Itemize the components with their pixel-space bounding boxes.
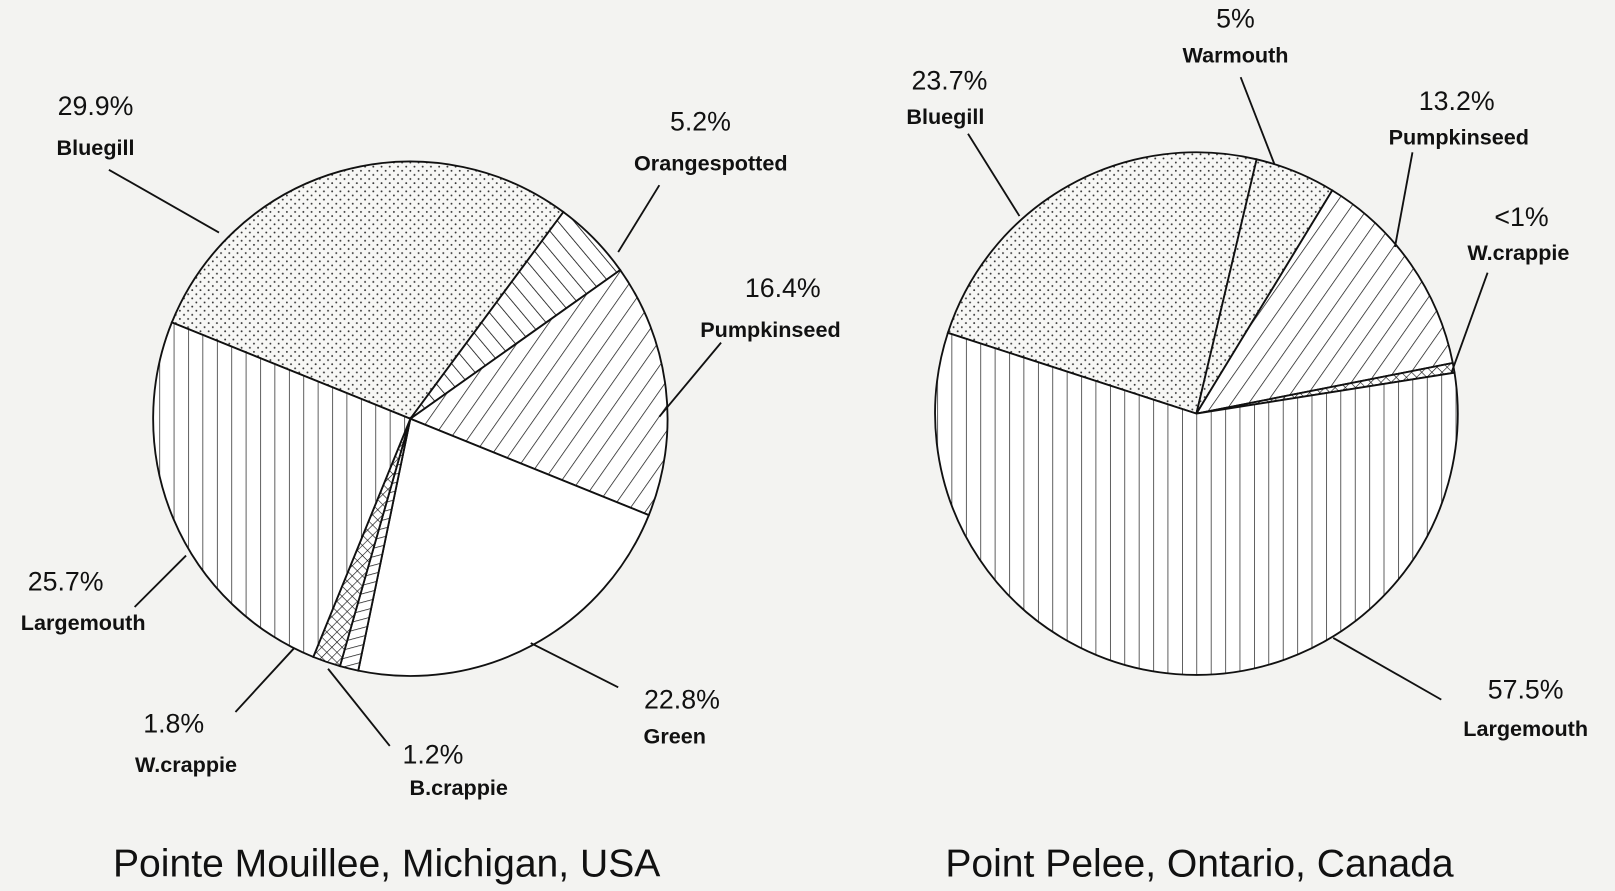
category-label: Bluegill bbox=[57, 135, 135, 160]
leader-line bbox=[530, 642, 619, 689]
value-label: 1.8% bbox=[143, 708, 204, 738]
category-label: W.crappie bbox=[1467, 240, 1569, 265]
leader-line bbox=[658, 342, 722, 418]
category-label: Largemouth bbox=[21, 610, 146, 635]
category-label: B.crappie bbox=[410, 775, 508, 800]
leader-line bbox=[133, 554, 187, 608]
pie-slice bbox=[357, 417, 651, 677]
value-label: 5.2% bbox=[670, 107, 731, 137]
value-label: <1% bbox=[1494, 202, 1548, 232]
value-label: 57.5% bbox=[1488, 674, 1564, 704]
value-label: 16.4% bbox=[745, 273, 821, 303]
category-label: Green bbox=[644, 723, 706, 748]
leader-line bbox=[1332, 637, 1442, 701]
leader-line bbox=[1239, 76, 1276, 165]
category-label: Warmouth bbox=[1183, 42, 1289, 67]
category-label: W.crappie bbox=[135, 752, 237, 777]
pie-slice bbox=[408, 268, 669, 517]
chart-title: Point Pelee, Ontario, Canada bbox=[945, 843, 1454, 886]
value-label: 1.2% bbox=[402, 739, 463, 769]
leader-line bbox=[234, 647, 295, 713]
value-label: 29.9% bbox=[58, 91, 134, 121]
pie-slice bbox=[1194, 189, 1454, 415]
value-label: 22.8% bbox=[644, 685, 720, 715]
leader-line bbox=[108, 168, 220, 234]
leader-line bbox=[967, 133, 1021, 217]
pie-slice bbox=[152, 321, 412, 659]
value-label: 23.7% bbox=[912, 65, 988, 95]
chart-title: Pointe Mouillee, Michigan, USA bbox=[113, 843, 660, 886]
category-label: Bluegill bbox=[906, 104, 984, 129]
value-label: 5% bbox=[1216, 4, 1255, 34]
category-label: Pumpkinseed bbox=[1389, 125, 1529, 150]
pie-slice bbox=[170, 160, 565, 420]
category-label: Largemouth bbox=[1463, 716, 1588, 741]
value-label: 25.7% bbox=[28, 566, 104, 596]
pie-slice bbox=[946, 151, 1258, 415]
category-label: Orangespotted bbox=[634, 150, 788, 175]
category-label: Pumpkinseed bbox=[700, 317, 840, 342]
value-label: 13.2% bbox=[1419, 86, 1495, 116]
leader-line bbox=[617, 184, 661, 253]
leader-line bbox=[327, 668, 391, 747]
pie-slice bbox=[934, 331, 1459, 676]
leader-line bbox=[1394, 152, 1414, 248]
leader-line bbox=[1450, 272, 1489, 373]
